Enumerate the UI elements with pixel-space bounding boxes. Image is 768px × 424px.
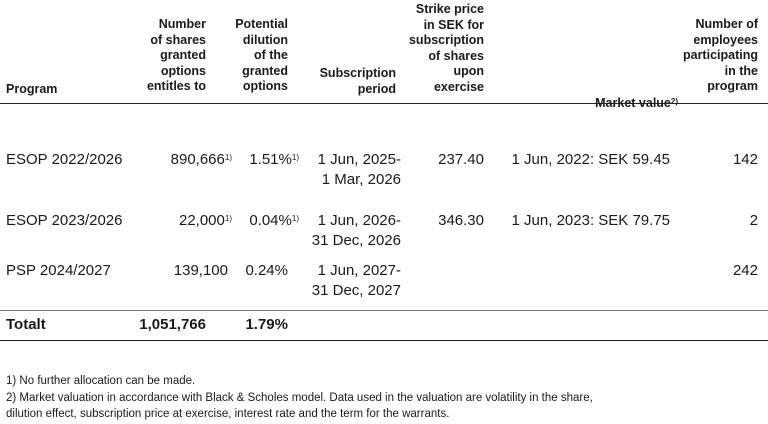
header-period: Subscription period <box>319 66 396 96</box>
row2-dilution-footnote: 1) <box>291 214 299 223</box>
row1-dilution: 1.51%1) <box>249 150 299 170</box>
total-top-rule <box>0 310 768 311</box>
row3-dilution: 0.24% <box>245 261 288 281</box>
header-market: Market value2) <box>595 80 678 111</box>
header-program: Program <box>6 82 58 96</box>
footnote-2: 2) Market valuation in accordance with B… <box>6 392 593 420</box>
row3-shares: 139,100 <box>174 261 228 281</box>
row1-program: ESOP 2022/2026 <box>6 151 123 168</box>
row2-market: 1 Jun, 2023: SEK 79.75 <box>511 212 670 229</box>
row1-shares: 890,6661) <box>171 150 232 170</box>
row3-employees: 242 <box>732 262 758 279</box>
row2-dilution: 0.04%1) <box>249 211 299 231</box>
row1-dilution-value: 1.51% <box>249 151 292 168</box>
row1-strike: 237.40 <box>438 151 484 168</box>
header-rule <box>0 103 768 104</box>
row2-period: 1 Jun, 2026- 31 Dec, 2026 <box>311 212 401 249</box>
total-shares: 1,051,766 <box>139 316 206 333</box>
row3-dilution-value: 0.24% <box>245 262 288 279</box>
row1-market: 1 Jun, 2022: SEK 59.45 <box>511 151 670 168</box>
row2-shares: 22,0001) <box>179 211 232 231</box>
row3-shares-value: 139,100 <box>173 262 228 279</box>
total-dilution: 1.79% <box>245 316 288 333</box>
header-market-label: Market value <box>595 95 671 110</box>
header-dilution: Potential dilution of the granted option… <box>235 17 288 94</box>
footnote-1: 1) No further allocation can be made. <box>6 375 196 387</box>
header-market-footnote: 2) <box>670 96 678 106</box>
row1-shares-value: 890,666 <box>170 151 225 168</box>
row2-strike: 346.30 <box>438 212 484 229</box>
row3-period: 1 Jun, 2027- 31 Dec, 2027 <box>311 262 401 299</box>
total-label: Totalt <box>6 316 46 333</box>
row2-program: ESOP 2023/2026 <box>6 212 123 229</box>
row2-shares-value: 22,000 <box>178 212 225 229</box>
row2-employees: 2 <box>749 212 758 229</box>
row2-shares-footnote: 1) <box>224 214 232 223</box>
header-employees: Number of employees participating in the… <box>682 17 758 94</box>
row1-period: 1 Jun, 2025- 1 Mar, 2026 <box>317 151 401 188</box>
header-strike: Strike price in SEK for subscription of … <box>408 2 484 94</box>
row1-shares-footnote: 1) <box>224 153 232 162</box>
row1-employees: 142 <box>732 151 758 168</box>
row3-program: PSP 2024/2027 <box>6 262 111 279</box>
total-bottom-rule <box>0 340 768 341</box>
header-shares: Number of shares granted options entitle… <box>146 17 206 94</box>
row1-dilution-footnote: 1) <box>291 153 299 162</box>
row2-dilution-value: 0.04% <box>249 212 292 229</box>
